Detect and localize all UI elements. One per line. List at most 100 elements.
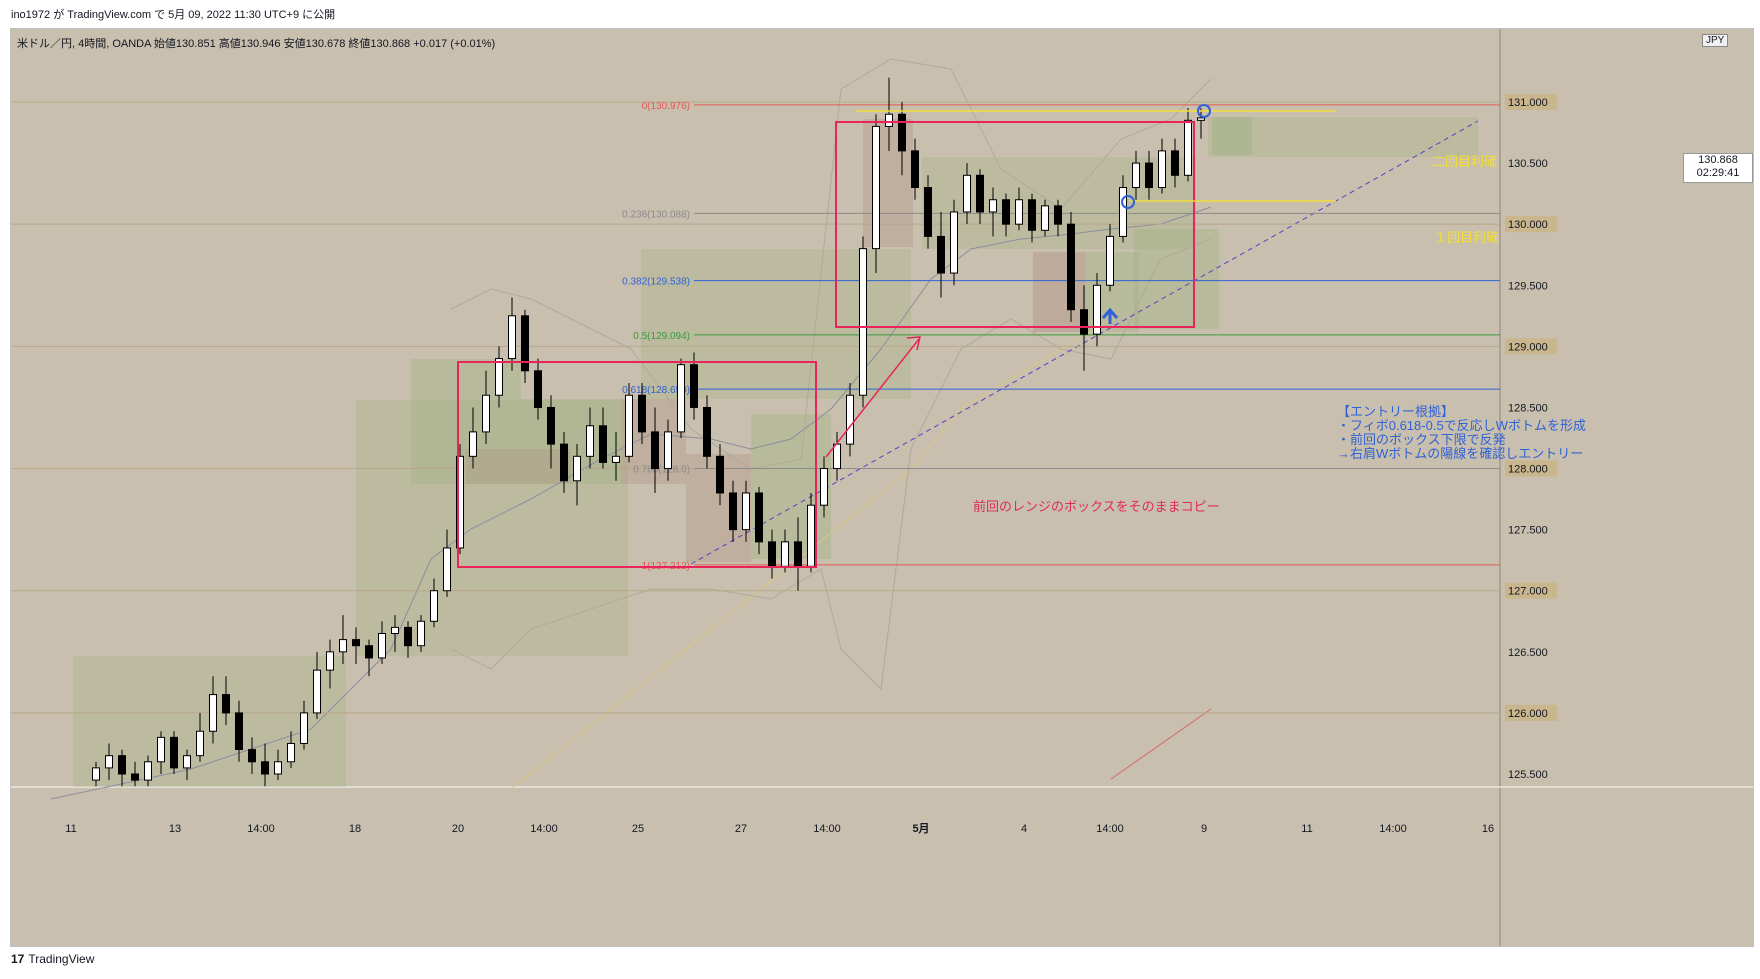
candle-body (1067, 223, 1075, 311)
candle[interactable] (261, 743, 269, 787)
candle[interactable] (859, 236, 867, 408)
price-axis-label: 130.500 (1508, 158, 1548, 170)
candle[interactable] (1015, 187, 1023, 231)
time-axis-label: 14:00 (530, 823, 558, 835)
candle[interactable] (1002, 193, 1010, 237)
candle[interactable] (1067, 211, 1075, 322)
candle[interactable] (430, 578, 438, 628)
candle[interactable] (105, 743, 113, 781)
candle[interactable] (547, 395, 555, 469)
candle[interactable] (326, 639, 334, 689)
candle[interactable] (222, 676, 230, 726)
candle[interactable] (586, 407, 594, 469)
candle[interactable] (313, 651, 321, 720)
candle[interactable] (443, 529, 451, 597)
candle[interactable] (950, 199, 958, 286)
candle[interactable] (183, 749, 191, 781)
candle[interactable] (417, 615, 425, 652)
candle[interactable] (703, 395, 711, 469)
candle[interactable] (716, 444, 724, 506)
fibonacci-retracement: 0(130.976) 0.236(130.088) 0.382(129.538) 0.… (622, 101, 1500, 572)
candle[interactable] (755, 486, 763, 555)
candle[interactable] (404, 621, 412, 658)
candle[interactable] (287, 731, 295, 768)
candle[interactable] (1080, 285, 1088, 371)
candle[interactable] (521, 309, 529, 384)
time-axis[interactable]: 11 13 14:00 18 20 14:00 25 27 14:00 5月 4 14:00 9 11 14… (65, 822, 1494, 835)
candle[interactable] (482, 370, 490, 445)
candle[interactable] (248, 737, 256, 774)
candle[interactable] (885, 77, 893, 151)
candle[interactable] (391, 615, 399, 652)
candle[interactable] (612, 431, 620, 481)
candle[interactable] (1197, 108, 1205, 139)
candle[interactable] (1054, 199, 1062, 237)
currency-badge[interactable]: JPY (1702, 34, 1729, 47)
candle[interactable] (352, 627, 360, 665)
candle[interactable] (820, 456, 828, 518)
candle[interactable] (651, 407, 659, 493)
candle[interactable] (1093, 273, 1101, 347)
range-rectangle[interactable] (835, 121, 1195, 328)
candle[interactable] (469, 407, 477, 469)
tradingview-logo[interactable]: 17 TradingView (11, 952, 94, 966)
candle[interactable] (339, 615, 347, 665)
candle[interactable] (976, 169, 984, 225)
candle[interactable] (742, 480, 750, 542)
candle[interactable] (1145, 150, 1153, 200)
candle[interactable] (456, 444, 464, 555)
candle[interactable] (937, 211, 945, 298)
candle[interactable] (1158, 138, 1166, 194)
candle[interactable] (807, 492, 815, 573)
copy-box-note[interactable]: 前回のレンジのボックスをそのままコピー (973, 499, 1220, 514)
candle[interactable] (1028, 193, 1036, 243)
take-profit-2-label[interactable]: 二回目利確 (1432, 154, 1498, 169)
candle[interactable] (235, 700, 243, 762)
candle[interactable] (664, 419, 672, 481)
candle[interactable] (638, 383, 646, 445)
candle[interactable] (846, 383, 854, 457)
candle[interactable] (872, 114, 880, 274)
candle[interactable] (209, 676, 217, 744)
candle[interactable] (911, 138, 919, 200)
candle[interactable] (92, 761, 100, 787)
candle[interactable] (677, 358, 685, 438)
candle[interactable] (625, 383, 633, 463)
candle[interactable] (144, 755, 152, 787)
candle[interactable] (1171, 138, 1179, 188)
candle[interactable] (508, 297, 516, 371)
range-rectangle[interactable] (457, 361, 817, 568)
candle[interactable] (534, 358, 542, 420)
candle[interactable] (495, 346, 503, 408)
candle-body (274, 761, 282, 775)
candle[interactable] (118, 749, 126, 787)
candle[interactable] (1041, 199, 1049, 237)
candle[interactable] (989, 187, 997, 237)
candle[interactable] (1132, 150, 1140, 200)
candle[interactable] (157, 731, 165, 774)
take-profit-1-label[interactable]: １回目利確 (1434, 230, 1500, 245)
candle[interactable] (924, 175, 932, 249)
candle[interactable] (963, 163, 971, 225)
chart-pane[interactable]: 0(130.976) 0.236(130.088) 0.382(129.538) 0.… (10, 28, 1754, 947)
candle[interactable] (274, 749, 282, 781)
candle[interactable] (690, 352, 698, 420)
entry-reason-note[interactable]: 【エントリー根拠】 ・フィボ0.618-0.5で反応しWボトムを形成 ・前回のボ… (1337, 405, 1586, 461)
candle[interactable] (560, 431, 568, 493)
candles[interactable] (92, 77, 1205, 787)
candle[interactable] (300, 700, 308, 750)
candle[interactable] (378, 621, 386, 665)
candle[interactable] (1184, 108, 1192, 182)
candle[interactable] (573, 444, 581, 506)
candle[interactable] (898, 102, 906, 176)
candle[interactable] (599, 407, 607, 469)
candle[interactable] (196, 712, 204, 762)
candle[interactable] (1106, 224, 1114, 292)
fib-level-label: 0.786(128.0) (633, 465, 690, 476)
candle[interactable] (131, 761, 139, 787)
candle[interactable] (365, 639, 373, 677)
candle[interactable] (729, 480, 737, 542)
candle[interactable] (1119, 175, 1127, 243)
candle[interactable] (170, 731, 178, 774)
price-axis[interactable]: 131.000 130.500 130.000 129.500 129.000 128.5… (1505, 94, 1557, 781)
